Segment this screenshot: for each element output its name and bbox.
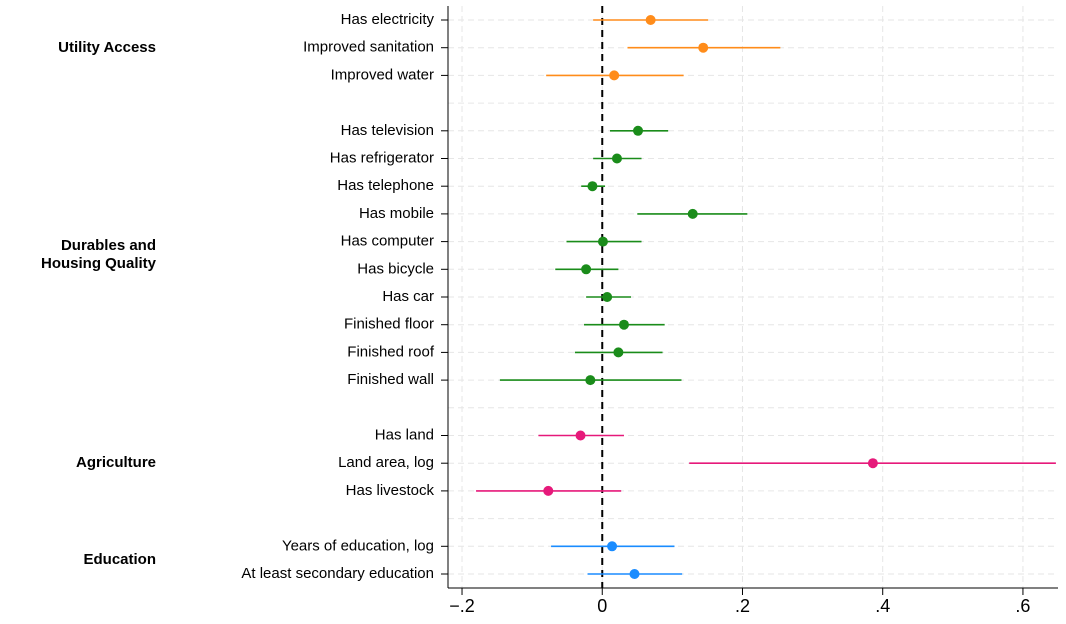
point-estimate — [581, 264, 592, 275]
point-estimate — [698, 42, 709, 53]
y-tick-label: Finished floor — [344, 316, 434, 333]
point-estimate — [687, 208, 698, 219]
y-tick-label: Has mobile — [359, 205, 434, 222]
point-estimate — [867, 458, 878, 469]
point-estimate — [645, 15, 656, 25]
point-estimate — [607, 541, 618, 552]
x-tick-label: .6 — [1015, 596, 1030, 616]
y-tick-label: Has computer — [341, 233, 434, 250]
y-tick-label: Has telephone — [337, 177, 434, 194]
point-estimate — [602, 292, 613, 302]
y-tick-label: Has land — [375, 426, 434, 443]
x-tick-label: .4 — [875, 596, 890, 616]
point-estimate — [633, 125, 644, 136]
y-tick-label: Land area, log — [338, 454, 434, 471]
point-estimate — [613, 347, 624, 358]
point-estimate — [618, 319, 629, 330]
y-tick-label: Finished wall — [347, 371, 434, 388]
x-tick-label: 0 — [597, 596, 607, 616]
y-tick-label: Has electricity — [341, 11, 435, 28]
y-tick-label: Has livestock — [346, 482, 435, 499]
point-estimate — [585, 375, 596, 386]
point-estimate — [587, 181, 598, 192]
group-label: Agriculture — [75, 454, 156, 472]
y-tick-label: Has refrigerator — [330, 149, 434, 166]
y-tick-label: At least secondary education — [241, 565, 434, 582]
y-tick-label: Has car — [382, 288, 434, 305]
point-estimate — [629, 569, 640, 579]
group-label: Utility Access — [58, 38, 156, 56]
y-tick-label: Has television — [341, 122, 434, 139]
point-estimate — [597, 236, 608, 247]
group-label: Durables and Housing Quality — [40, 237, 156, 273]
point-estimate — [543, 485, 554, 496]
y-tick-label: Improved sanitation — [303, 39, 434, 56]
point-estimate — [611, 153, 622, 164]
point-estimate — [609, 70, 620, 81]
y-tick-label: Has bicycle — [357, 260, 434, 277]
y-tick-label: Improved water — [331, 66, 434, 83]
y-tick-label: Finished roof — [347, 343, 435, 360]
point-estimate — [575, 430, 586, 441]
group-label: Education — [83, 551, 156, 569]
x-tick-label: .2 — [735, 596, 750, 616]
x-tick-label: −.2 — [449, 596, 475, 616]
y-tick-label: Years of education, log — [282, 537, 434, 554]
